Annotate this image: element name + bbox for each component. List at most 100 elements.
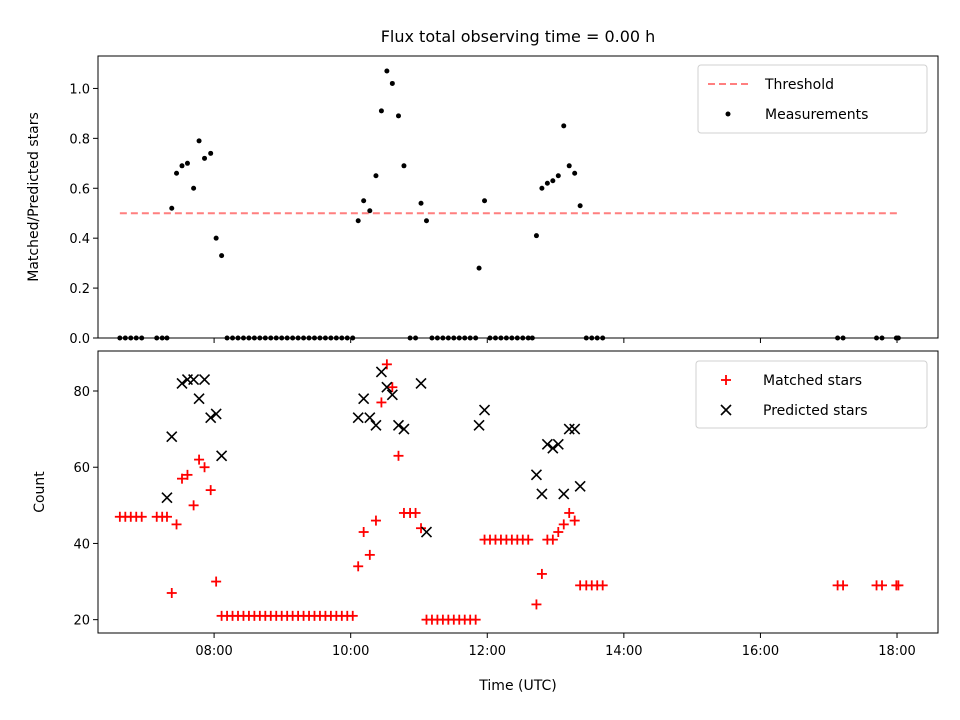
- matched-star-point: [597, 580, 608, 591]
- top-legend-box: [697, 64, 928, 134]
- matched-star-point: [177, 473, 187, 484]
- bottom-xtick-label: 10:00: [332, 644, 369, 659]
- measurement-point: [378, 108, 384, 114]
- predicted-star-point: [536, 488, 548, 500]
- measurement-point: [395, 113, 401, 119]
- legend-measurements-swatch: [725, 111, 731, 117]
- bottom-y-axis-label: Count: [32, 471, 48, 513]
- predicted-star-point: [541, 438, 553, 450]
- measurement-point: [482, 198, 488, 204]
- x-axis-label: Time (UTC): [478, 678, 556, 694]
- bottom-xtick-label: 16:00: [742, 644, 779, 659]
- predicted-star-point: [176, 377, 188, 389]
- measurement-point: [389, 80, 395, 86]
- legend-matched-label: Matched stars: [763, 373, 862, 389]
- predicted-star-point: [386, 389, 398, 401]
- top-legend: Threshold Measurements: [697, 64, 928, 134]
- matched-star-point: [393, 450, 404, 461]
- measurement-point: [208, 150, 214, 156]
- legend-predicted-label: Predicted stars: [763, 403, 868, 419]
- predicted-star-point: [420, 526, 433, 538]
- matched-star-point: [161, 511, 172, 522]
- predicted-star-point: [210, 408, 222, 420]
- predicted-star-point: [193, 393, 205, 405]
- measurement-point: [539, 185, 545, 191]
- measurement-point: [476, 265, 482, 271]
- top-ytick-label: 0.6: [69, 182, 90, 197]
- measurement-point: [174, 170, 180, 176]
- matched-star-point: [370, 515, 381, 526]
- top-x-ticks: [213, 338, 898, 343]
- matched-star-point: [381, 359, 392, 370]
- bottom-y-ticks: 20 40 60 80: [73, 385, 98, 629]
- top-panel: 0.0 0.2 0.4 0.6 0.8 1.0 Matched/Predicted sta…: [26, 55, 939, 347]
- top-ytick-label: 0.8: [69, 132, 90, 147]
- matched-star-point: [523, 534, 534, 545]
- predicted-star-point: [352, 412, 364, 424]
- predicted-star-point: [569, 423, 581, 435]
- predicted-star-point: [558, 488, 570, 500]
- bottom-axes-frame: [97, 350, 939, 634]
- measurement-point: [401, 163, 407, 169]
- predicted-star-point: [358, 393, 370, 405]
- measurement-point: [179, 163, 185, 169]
- measurement-point: [196, 138, 202, 144]
- measurement-point: [373, 173, 379, 179]
- measurement-point: [184, 160, 190, 166]
- bottom-ytick-label: 20: [73, 614, 90, 629]
- measurement-point: [219, 253, 225, 259]
- predicted-star-point: [161, 492, 173, 504]
- measurement-point: [355, 218, 361, 224]
- matched-star-point: [205, 485, 216, 496]
- predicted-star-point: [364, 412, 376, 424]
- measurement-point: [566, 163, 572, 169]
- bottom-xtick-label: 12:00: [469, 644, 506, 659]
- legend-threshold-label: Threshold: [764, 77, 834, 93]
- measurement-point: [561, 123, 567, 129]
- measurement-point: [202, 155, 208, 161]
- bottom-legend-box: [695, 360, 928, 429]
- bottom-xtick-label: 14:00: [605, 644, 642, 659]
- bottom-x-ticks: 08:00 10:00 12:00 14:00 16:00 18:00: [195, 633, 916, 659]
- predicted-star-point: [478, 404, 491, 416]
- legend-measurements-label: Measurements: [765, 107, 868, 123]
- matched-star-point: [547, 534, 558, 545]
- top-ytick-label: 0.2: [69, 282, 90, 297]
- measurement-point: [384, 68, 390, 74]
- predicted-star-point: [370, 419, 382, 431]
- matched-star-point: [364, 549, 375, 560]
- matched-star-point: [211, 576, 222, 587]
- matched-star-point: [353, 561, 364, 572]
- predicted-star-point: [381, 381, 393, 393]
- measurement-point: [191, 185, 197, 191]
- bottom-ytick-label: 80: [73, 385, 90, 400]
- matched-star-point: [171, 519, 182, 530]
- matched-star-point: [553, 527, 564, 538]
- measurement-point: [418, 200, 424, 206]
- predicted-star-point: [188, 374, 200, 386]
- bottom-plot-area: [114, 359, 904, 625]
- measurement-point: [361, 198, 367, 204]
- measurement-point: [550, 178, 556, 184]
- predicted-star-point: [563, 423, 575, 435]
- top-y-axis-label: Matched/Predicted stars: [26, 112, 42, 282]
- matched-star-point: [358, 527, 369, 538]
- matched-star-point: [347, 610, 358, 621]
- matched-star-point: [410, 507, 421, 518]
- predicted-star-point: [552, 438, 564, 450]
- predicted-star-point: [166, 431, 178, 443]
- top-ytick-label: 0.0: [69, 332, 90, 347]
- measurement-point: [213, 235, 219, 241]
- predicted-star-point: [473, 419, 485, 431]
- measurement-point: [169, 205, 175, 211]
- chart-title: Flux total observing time = 0.00 h: [381, 27, 656, 46]
- matched-star-point: [416, 523, 427, 534]
- bottom-xtick-label: 08:00: [195, 644, 232, 659]
- measurement-point: [555, 173, 561, 179]
- matched-star-point: [531, 599, 542, 610]
- predicted-star-point: [216, 450, 228, 462]
- matched-star-point: [569, 515, 580, 526]
- predicted-star-point: [198, 374, 211, 386]
- predicted-star-point: [530, 469, 543, 481]
